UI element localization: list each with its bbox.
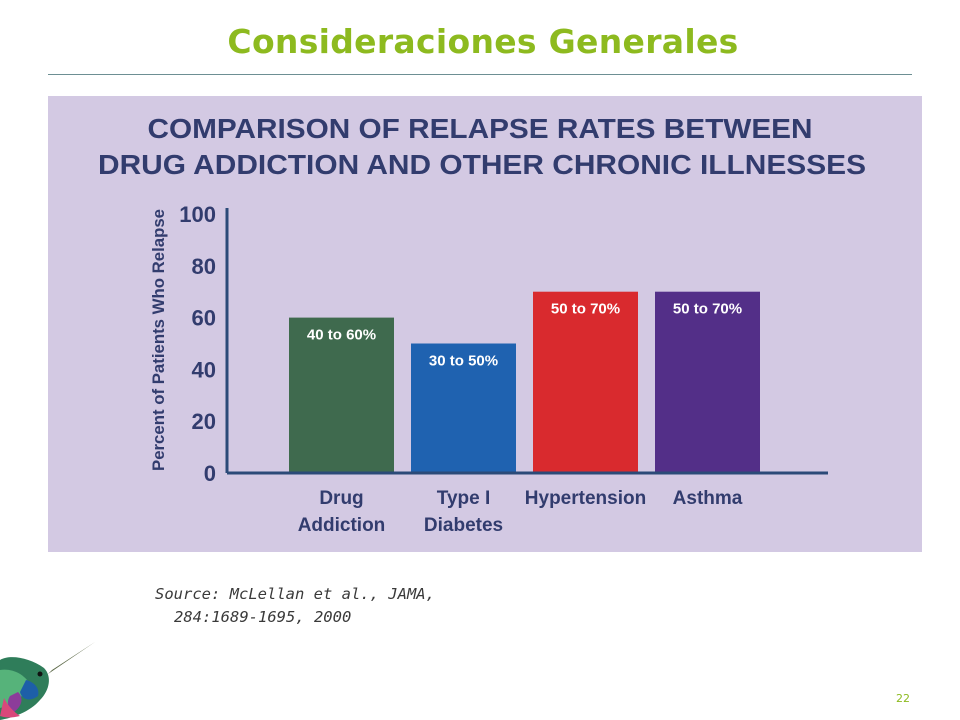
y-tick-label: 100 [179, 202, 216, 227]
y-tick-label: 40 [192, 357, 216, 382]
slide-title: Consideraciones Generales [227, 22, 739, 61]
source-line-1: Source: McLellan et al., JAMA, [155, 585, 435, 603]
y-tick-label: 80 [192, 254, 216, 279]
y-axis-label: Percent of Patients Who Relapse [149, 209, 168, 471]
chart-panel: COMPARISON OF RELAPSE RATES BETWEEN DRUG… [48, 96, 922, 552]
chart-title-line2: DRUG ADDICTION AND OTHER CHRONIC ILLNESS… [98, 149, 866, 180]
source-citation: Source: McLellan et al., JAMA, 284:1689-… [155, 583, 575, 629]
x-tick-label: Drug [319, 488, 363, 509]
x-tick-label: Hypertension [525, 488, 646, 509]
bar-data-label: 50 to 70% [551, 301, 620, 318]
x-tick-label-line2: Addiction [298, 515, 386, 536]
bar-data-label: 40 to 60% [307, 327, 376, 344]
bar [411, 343, 516, 473]
source-line-2: 284:1689-1695, 2000 [174, 608, 352, 626]
bar-data-label: 30 to 50% [429, 353, 498, 370]
chart-title-line1: COMPARISON OF RELAPSE RATES BETWEEN [148, 113, 813, 144]
x-tick-label: Asthma [673, 488, 743, 509]
bar [655, 291, 760, 473]
title-divider [48, 74, 912, 75]
bar-data-label: 50 to 70% [673, 301, 742, 318]
bar [289, 317, 394, 473]
bar-data-labels: 40 to 60% 30 to 50% 50 to 70% 50 to 70% [307, 301, 742, 370]
x-tick-labels: Drug Addiction Type I Diabetes Hypertension A… [298, 488, 743, 536]
page-number: 22 [896, 692, 910, 705]
relapse-chart: COMPARISON OF RELAPSE RATES BETWEEN DRUG… [98, 113, 866, 536]
y-tick-label: 20 [192, 409, 216, 434]
y-tick-labels: 0 20 40 60 80 100 [179, 202, 216, 486]
y-tick-label: 0 [204, 461, 216, 486]
x-tick-label: Type I [437, 488, 491, 509]
y-tick-label: 60 [192, 306, 216, 331]
hummingbird-logo [0, 642, 95, 720]
bar [533, 291, 638, 473]
x-tick-label-line2: Diabetes [424, 515, 503, 536]
bars [289, 291, 760, 473]
